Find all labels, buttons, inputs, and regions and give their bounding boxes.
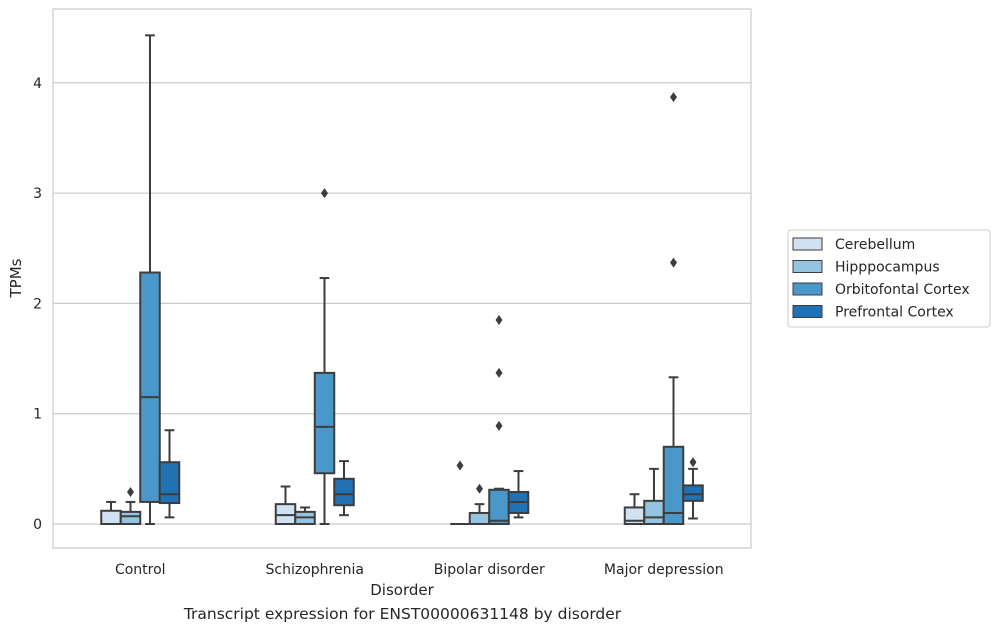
- box-element: [643, 467, 665, 526]
- box-element: [623, 493, 646, 525]
- series-prefrontal-cortex: [158, 429, 704, 520]
- box-iqr: [488, 488, 510, 526]
- y-tick-label: 4: [33, 76, 42, 92]
- outlier-point: [495, 367, 503, 378]
- box-element: [158, 429, 181, 519]
- box-iqr: [682, 484, 704, 502]
- y-tick-label: 2: [33, 296, 42, 312]
- box-iqr: [119, 510, 142, 526]
- y-axis-ticks: 0 1 2 3 4: [33, 76, 42, 533]
- legend-swatch: [792, 237, 823, 251]
- outlier-point: [495, 420, 503, 431]
- box-iqr: [100, 509, 122, 526]
- box-iqr: [274, 503, 297, 525]
- y-tick-label: 0: [33, 517, 42, 533]
- legend-swatch: [792, 305, 823, 318]
- y-tick-label: 1: [33, 407, 42, 423]
- plot-frame: [52, 8, 752, 549]
- box-element: [333, 460, 355, 517]
- outlier-point: [127, 487, 134, 498]
- x-axis-label: Disorder: [370, 581, 434, 599]
- box-element: [450, 460, 470, 525]
- box-series: [100, 34, 704, 526]
- x-tick-label: Bipolar disorder: [434, 562, 545, 578]
- box-iqr: [313, 371, 336, 475]
- series-orbitofontal-cortex: [139, 34, 685, 526]
- box-iqr: [139, 271, 161, 503]
- legend-swatch: [792, 282, 823, 296]
- box-element: [294, 506, 316, 526]
- box-element: [100, 500, 122, 526]
- legend-label: Hipppocampus: [835, 260, 940, 276]
- legend: Cerebellum Hipppocampus Orbitofontal Corte…: [787, 229, 991, 328]
- x-tick-label: Control: [115, 562, 166, 578]
- legend-label: Prefrontal Cortex: [835, 305, 954, 321]
- series-cerebellum: [100, 460, 646, 526]
- outlier-point: [689, 457, 697, 468]
- outlier-point: [495, 314, 503, 325]
- box-element: [488, 314, 510, 526]
- outlier-point: [476, 483, 483, 494]
- box-element: [274, 485, 297, 525]
- series-hipppocampus: [119, 467, 665, 526]
- figure-caption: Transcript expression for ENST0000063114…: [183, 605, 622, 623]
- x-tick-label: Schizophrenia: [266, 562, 364, 578]
- box-element: [662, 92, 685, 526]
- legend-label: Cerebellum: [835, 237, 915, 253]
- box-element: [682, 457, 704, 520]
- x-axis-ticks: Control Schizophrenia Bipolar disorder Majo…: [115, 562, 724, 578]
- box-element: [313, 188, 336, 525]
- outlier-point: [321, 188, 328, 199]
- outlier-point: [456, 460, 464, 471]
- legend-frame: [787, 229, 991, 328]
- box-iqr: [158, 461, 181, 505]
- legend-label: Orbitofontal Cortex: [835, 282, 970, 298]
- outlier-point: [670, 257, 677, 268]
- x-tick-label: Major depression: [604, 562, 724, 578]
- box-iqr: [333, 477, 355, 507]
- box-iqr: [468, 511, 491, 525]
- outlier-point: [670, 92, 677, 103]
- box-iqr: [643, 499, 665, 526]
- box-element: [139, 34, 161, 525]
- y-tick-label: 3: [33, 186, 42, 202]
- box-element: [119, 487, 142, 526]
- box-element: [468, 483, 491, 525]
- legend-swatch: [792, 260, 823, 273]
- box-element: [507, 470, 530, 519]
- y-axis-label: TPMs: [7, 258, 25, 298]
